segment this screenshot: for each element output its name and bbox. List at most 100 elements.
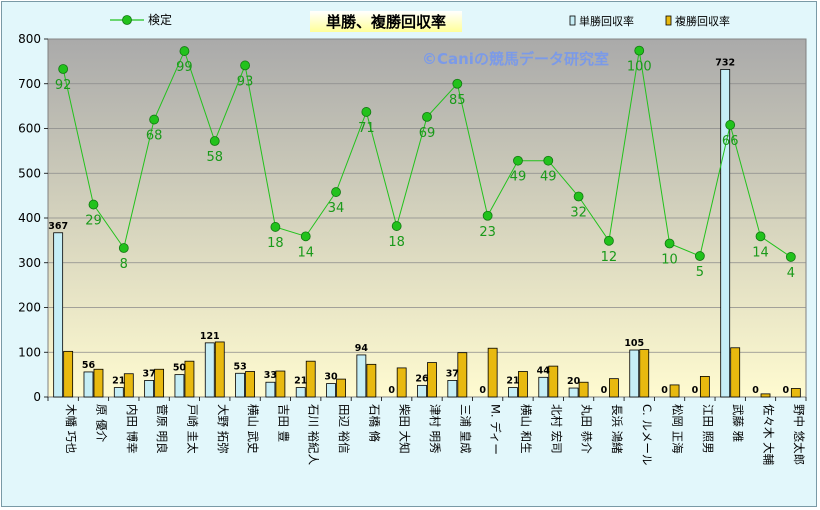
x-category-label: 武藤 雅 bbox=[731, 404, 745, 442]
kentei-marker bbox=[270, 222, 281, 232]
x-category-label: 吉田 豊 bbox=[276, 404, 290, 442]
y-tick-label: 800 bbox=[18, 32, 41, 46]
bar-tansho bbox=[447, 380, 458, 398]
x-category-label: 北村 宏司 bbox=[549, 404, 563, 454]
title-box bbox=[310, 11, 462, 32]
kentei-marker bbox=[58, 64, 69, 74]
kentei-label: 99 bbox=[176, 60, 193, 75]
bar-fukusho bbox=[123, 373, 134, 398]
y-tick-label: 100 bbox=[18, 345, 41, 359]
x-category-label: 野中 悠太郎 bbox=[792, 404, 806, 465]
kentei-label: 8 bbox=[120, 257, 128, 272]
kentei-label: 5 bbox=[696, 265, 704, 280]
bar-fukusho bbox=[790, 388, 801, 398]
bar-value-label: 20 bbox=[567, 376, 581, 387]
x-category-label: 横山 武史 bbox=[246, 404, 260, 454]
bar-tansho bbox=[83, 371, 94, 398]
watermark: ©Caniの競馬データ研究室 bbox=[422, 50, 609, 68]
x-category-label: 石川 裕紀人 bbox=[307, 404, 321, 466]
kentei-marker bbox=[361, 107, 372, 117]
bar-fukusho bbox=[366, 363, 377, 398]
x-category-label: 横山 和生 bbox=[519, 404, 533, 454]
kentei-label: 4 bbox=[787, 266, 795, 281]
kentei-label: 12 bbox=[601, 250, 618, 265]
kentei-marker bbox=[604, 235, 614, 246]
x-category-label: 大野 拓弥 bbox=[216, 404, 230, 454]
bar-tansho bbox=[295, 387, 306, 398]
kentei-marker bbox=[149, 114, 160, 125]
gridlines bbox=[48, 38, 806, 353]
bar-fukusho bbox=[760, 393, 771, 398]
legend-marker-swatch bbox=[122, 15, 132, 25]
bar-fukusho bbox=[305, 360, 316, 398]
bar-fukusho bbox=[245, 371, 255, 398]
kentei-marker bbox=[118, 243, 129, 253]
kentei-marker bbox=[664, 238, 675, 249]
bar-value-label: 37 bbox=[446, 368, 459, 379]
kentei-label: 32 bbox=[570, 206, 587, 221]
bar-fukusho bbox=[487, 347, 498, 398]
bar-fukusho bbox=[336, 378, 346, 398]
kentei-label: 49 bbox=[540, 170, 557, 185]
x-category-label: 木幡 巧也 bbox=[64, 404, 78, 454]
bar-value-label: 21 bbox=[112, 376, 125, 387]
kentei-label: 34 bbox=[328, 201, 345, 216]
x-category-label: 柴田 大知 bbox=[398, 404, 412, 454]
bar-value-label: 0 bbox=[692, 385, 699, 396]
kentei-label: 14 bbox=[297, 245, 314, 260]
bar-fukusho bbox=[275, 370, 286, 398]
kentei-marker bbox=[543, 155, 554, 166]
kentei-label: 93 bbox=[237, 74, 254, 89]
x-category-label: 原 優介 bbox=[94, 404, 108, 443]
x-category-label: C. ルメール bbox=[640, 404, 654, 465]
bar-fukusho bbox=[730, 347, 741, 398]
bar-tansho bbox=[538, 376, 549, 398]
y-tick-label: 700 bbox=[18, 77, 41, 91]
kentei-label: 18 bbox=[388, 235, 405, 250]
bar-tansho bbox=[568, 387, 579, 398]
kentei-label: 10 bbox=[661, 253, 678, 268]
kentei-label: 66 bbox=[722, 134, 739, 149]
kentei-label: 69 bbox=[419, 126, 436, 141]
x-category-label: 石橋 脩 bbox=[367, 404, 381, 443]
kentei-marker bbox=[179, 46, 190, 56]
kentei-label: 71 bbox=[358, 121, 375, 136]
bar-value-label: 0 bbox=[601, 385, 608, 396]
bar-value-label: 121 bbox=[200, 331, 220, 342]
bar-fukusho bbox=[154, 368, 165, 398]
kentei-marker bbox=[482, 210, 493, 221]
bar-fukusho bbox=[63, 350, 74, 398]
bar-value-label: 0 bbox=[388, 385, 395, 396]
x-category-label: 松岡 正海 bbox=[671, 404, 685, 454]
bar-tansho bbox=[144, 380, 155, 398]
x-category-label: 佐々木 大輔 bbox=[762, 404, 776, 466]
kentei-label: 18 bbox=[267, 236, 284, 251]
legend-label-kentei: 検定 bbox=[148, 12, 172, 27]
bar-fukusho bbox=[669, 384, 680, 398]
bar-tansho bbox=[417, 384, 427, 398]
bar-value-label: 30 bbox=[324, 372, 338, 383]
chart-title: 単勝、複勝回収率 bbox=[326, 13, 446, 31]
y-tick-label: 400 bbox=[18, 211, 41, 225]
bar-tansho bbox=[629, 349, 640, 398]
kentei-marker bbox=[422, 111, 432, 122]
kentei-marker bbox=[755, 231, 766, 242]
x-category-label: 田辺 裕信 bbox=[337, 404, 351, 454]
bar-value-label: 0 bbox=[479, 385, 486, 396]
bar-value-label: 0 bbox=[783, 385, 790, 396]
bar-tansho bbox=[356, 354, 367, 398]
kentei-marker bbox=[88, 199, 99, 210]
bar-fukusho bbox=[457, 352, 468, 398]
kentei-marker bbox=[513, 155, 523, 166]
legend: 検定 単勝回収率 複勝回収率 bbox=[110, 12, 730, 28]
kentei-marker bbox=[209, 136, 220, 146]
bar-fukusho bbox=[518, 371, 528, 398]
bar-value-label: 105 bbox=[624, 338, 644, 349]
bar-value-label: 50 bbox=[173, 363, 187, 374]
bar-value-label: 367 bbox=[48, 221, 68, 232]
kentei-marker bbox=[240, 60, 250, 71]
bar-fukusho bbox=[639, 349, 650, 398]
kentei-marker bbox=[452, 78, 463, 89]
